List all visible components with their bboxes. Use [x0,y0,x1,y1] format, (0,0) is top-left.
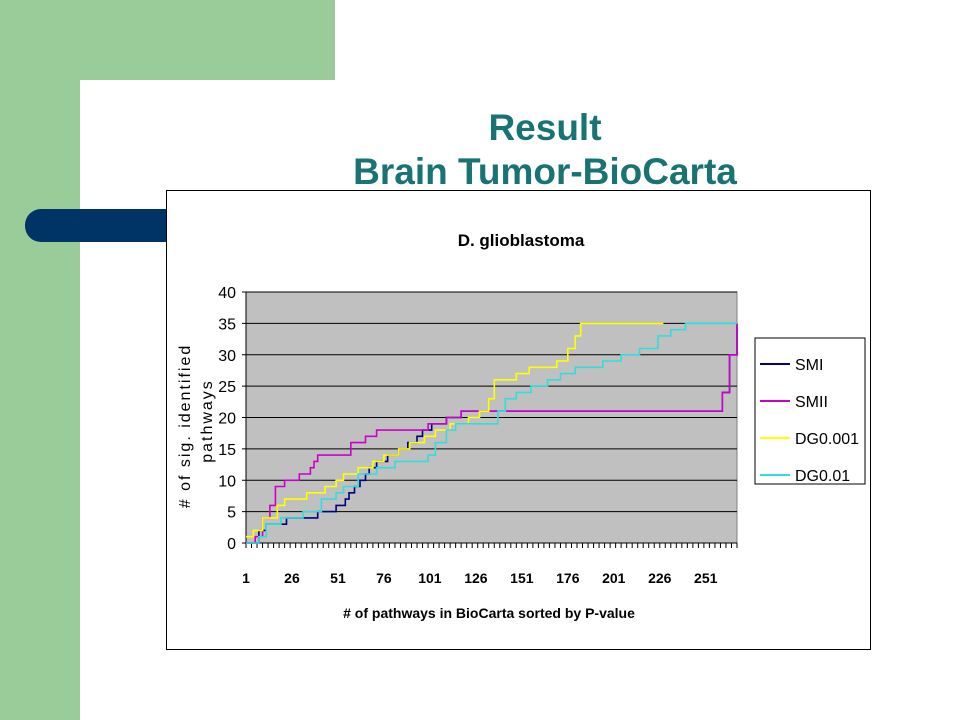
x-tick-label: 226 [648,570,672,586]
chart-title: D. glioblastoma [458,231,585,250]
legend-box [754,337,866,485]
y-axis-label-line1: # of sig. identified [177,344,194,509]
series-line-dg0-01 [246,322,737,544]
y-tick-label: 35 [218,316,236,333]
series-line-smii [246,323,738,544]
x-tick-label: 251 [694,570,718,586]
series-line-dg0-001 [246,322,664,538]
y-tick-label: 5 [227,505,236,522]
legend-label: DG0.001 [795,431,859,448]
slide-subtitle: Brain Tumor-BioCarta [353,151,737,192]
y-tick-label: 10 [218,473,236,490]
chart-frame: D. glioblastoma 0 5 10 15 20 25 30 35 40 1 26 51 76 1… [166,190,871,650]
x-tick-label: 1 [242,570,250,586]
navy-accent-bar [25,209,170,242]
legend: SMI SMII DG0.001 DG0.01 [754,337,866,485]
y-tick-label: 0 [227,536,236,553]
y-axis-label-line2: pathways [199,379,216,463]
legend-label: SMII [795,394,828,411]
slide-title: Result [488,107,602,148]
y-tick-label: 30 [218,348,236,365]
x-tick-label: 126 [464,570,488,586]
y-tick-label: 40 [218,285,236,302]
y-axis-label-group: # of sig. identified pathways [177,344,216,509]
x-tick-label: 76 [376,570,392,586]
left-green-strip [0,0,80,720]
legend-label: DG0.01 [795,468,850,485]
x-tick-label: 26 [284,570,300,586]
x-tick-label: 101 [418,570,442,586]
x-tick-label: 176 [556,570,580,586]
y-tick-label: 25 [218,379,236,396]
legend-label: SMI [795,357,823,374]
y-tick-label: 20 [218,411,236,428]
x-tick-label: 201 [602,570,626,586]
x-axis-label: # of pathways in BioCarta sorted by P-va… [343,605,635,621]
x-tick-label: 151 [510,570,534,586]
top-green-block [0,0,335,80]
x-tick-label: 51 [330,570,346,586]
y-tick-label: 15 [218,442,236,459]
